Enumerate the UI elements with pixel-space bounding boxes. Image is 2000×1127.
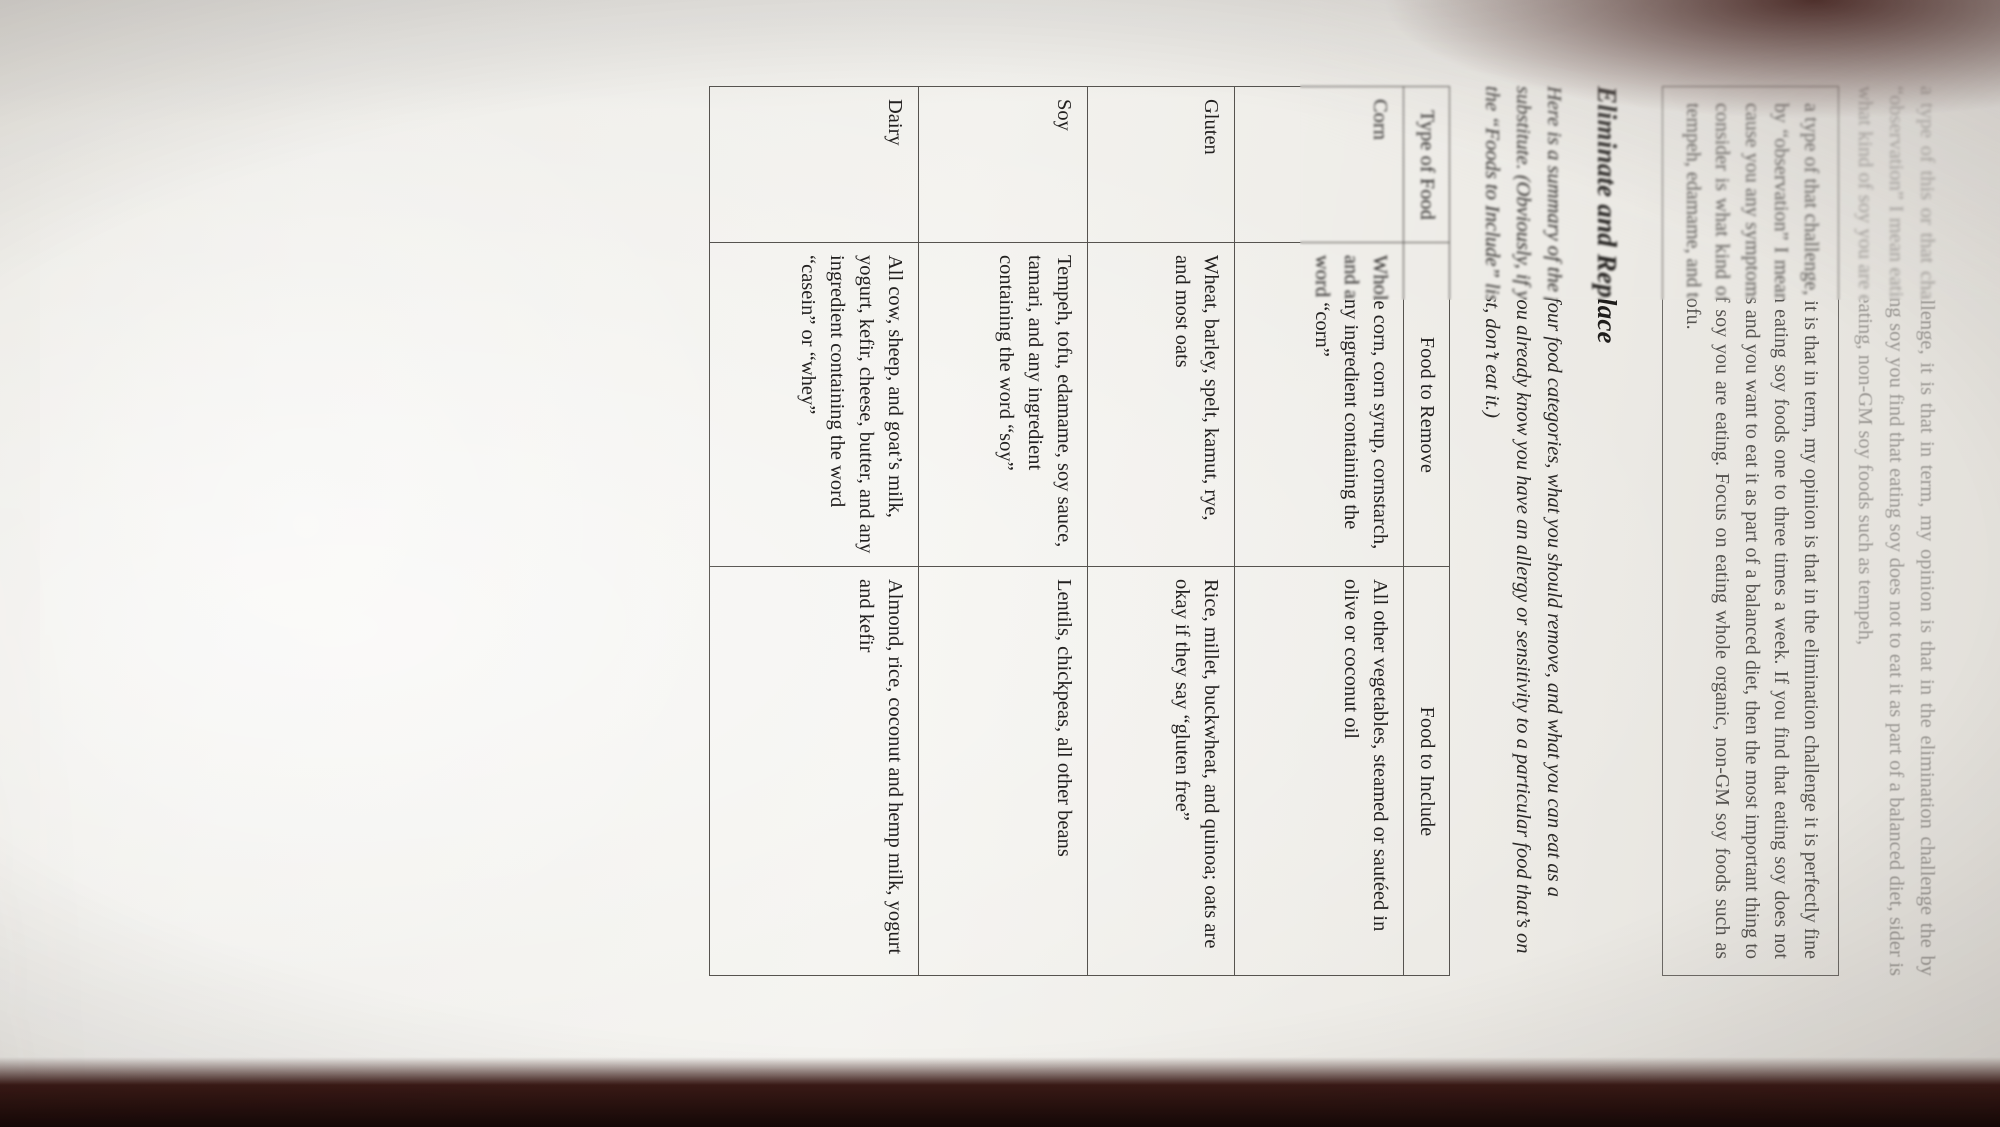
page-content-rotated: a type of this or that challenge, it is … xyxy=(180,0,2000,1060)
text-column: a type of this or that challenge, it is … xyxy=(710,86,1943,976)
sidebar-note-text: a type of that challenge, it is that in … xyxy=(1682,103,1822,959)
cell-remove-dairy: All cow, sheep, and goat’s milk, yogurt,… xyxy=(710,242,919,567)
sidebar-note-box: a type of that challenge, it is that in … xyxy=(1662,86,1839,976)
cell-remove-corn: Whole corn, corn syrup, cornstarch, and … xyxy=(1235,242,1404,567)
cell-include-soy: Lentils, chickpeas, all other beans xyxy=(919,566,1088,976)
table-row: Soy Tempeh, tofu, edamame, soy sauce, ta… xyxy=(919,86,1088,976)
cell-type-corn: Corn xyxy=(1235,86,1404,243)
intro-paragraph: Here is a summary of the four food categ… xyxy=(1481,86,1566,954)
cell-include-corn: All other vegetables, steamed or sautéed… xyxy=(1235,566,1404,976)
table-header-row: Type of Food Food to Remove Food to Incl… xyxy=(1404,86,1450,976)
cell-type-soy: Soy xyxy=(919,86,1088,243)
cell-remove-soy: Tempeh, tofu, edamame, soy sauce, tamari… xyxy=(919,242,1088,567)
cell-include-gluten: Rice, millet, buckwheat, and quinoa; oat… xyxy=(1088,566,1235,976)
running-text-top: a type of this or that challenge, it is … xyxy=(1854,86,1938,976)
cell-type-dairy: Dairy xyxy=(710,86,919,243)
food-elimination-table: Type of Food Food to Remove Food to Incl… xyxy=(710,86,1451,976)
table-row: Dairy All cow, sheep, and goat’s milk, y… xyxy=(710,86,919,976)
cell-remove-gluten: Wheat, barley, spelt, kamut, rye, and mo… xyxy=(1088,242,1235,567)
column-header-type-of-food: Type of Food xyxy=(1404,86,1450,243)
cell-type-gluten: Gluten xyxy=(1088,86,1235,243)
cell-include-dairy: Almond, rice, coconut and hemp milk, yog… xyxy=(710,566,919,976)
table-row: Corn Whole corn, corn syrup, cornstarch,… xyxy=(1235,86,1404,976)
table-row: Gluten Wheat, barley, spelt, kamut, rye,… xyxy=(1088,86,1235,976)
section-heading: Eliminate and Replace xyxy=(1592,86,1623,344)
column-header-food-to-remove: Food to Remove xyxy=(1404,242,1450,567)
column-header-food-to-include: Food to Include xyxy=(1404,566,1450,976)
